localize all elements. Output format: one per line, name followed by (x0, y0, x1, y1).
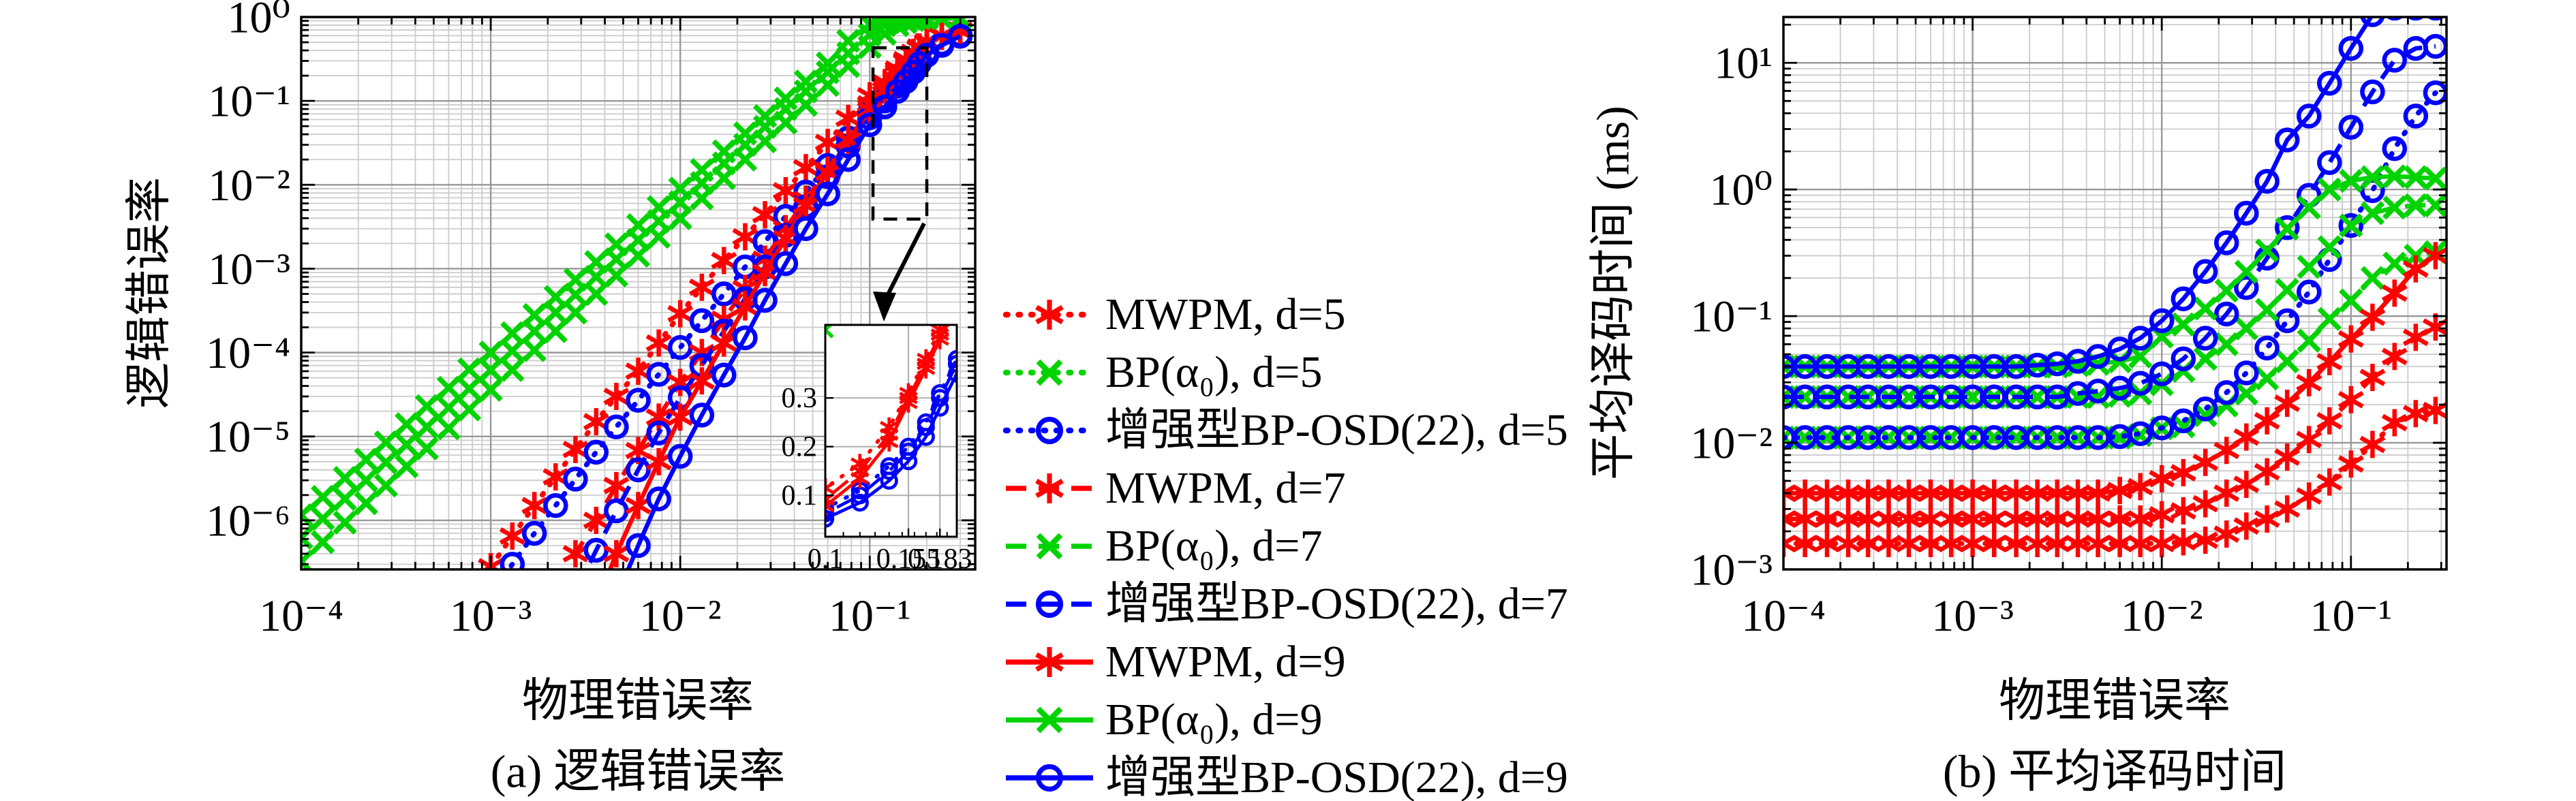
right-x-axis-label: 物理错误率 (1998, 674, 2231, 727)
caption-a: (a) 逻辑错误率 (490, 745, 786, 798)
left-x-axis-label: 物理错误率 (521, 674, 754, 727)
series-mwpm-d9-inset (825, 325, 949, 516)
svg-text:0.1: 0.1 (782, 480, 818, 512)
svg-text:10⁻³: 10⁻³ (1690, 545, 1773, 595)
legend-marker-osd-d7 (1006, 590, 1093, 618)
series-mwpm-d5 (478, 17, 973, 569)
svg-text:10⁻⁶: 10⁻⁶ (206, 496, 290, 546)
svg-text:0.3: 0.3 (782, 383, 818, 414)
legend-marker-mwpm-d5 (1002, 300, 1097, 330)
zoom-arrow-line (883, 222, 926, 301)
right-plot-series (1783, 17, 2447, 558)
svg-text:10⁻⁴: 10⁻⁴ (259, 591, 343, 641)
legend-marker-mwpm-d9 (1006, 647, 1093, 677)
svg-text:10⁻²: 10⁻² (639, 591, 722, 641)
svg-text:10⁻¹: 10⁻¹ (208, 77, 290, 127)
zoom-region-rect (871, 46, 929, 221)
axes-frame (300, 16, 977, 571)
legend-marker-mwpm-d7 (1006, 473, 1093, 503)
legend-marker-osd-d9 (1006, 764, 1093, 792)
svg-text:10⁻¹: 10⁻¹ (1690, 292, 1773, 342)
svg-text:10⁻²: 10⁻² (1690, 419, 1773, 469)
right-y-axis-label: 平均译码时间 (ms) (1586, 106, 1639, 480)
tick-labels: 10⁻⁴ 10⁻³ 10⁻² 10⁻¹ 10⁰ 10⁻¹ 10⁻² 10⁻³ 10⁻⁴ 10⁻⁵ 1… (206, 0, 910, 641)
series-osd-d9 (1783, 17, 2444, 379)
zoom-arrow-head (873, 292, 896, 321)
left-plot-series (301, 17, 973, 569)
axes-frame (1782, 16, 2448, 571)
series-osd-d5 (1783, 80, 2447, 450)
legend-marker-osd-d5 (1002, 416, 1097, 445)
svg-text:0.183: 0.183 (908, 544, 972, 575)
svg-text:10⁻⁴: 10⁻⁴ (206, 328, 290, 378)
svg-text:10⁰: 10⁰ (228, 0, 290, 42)
legend-marker-bp-d5 (1002, 359, 1097, 386)
svg-text:10⁻³: 10⁻³ (1931, 591, 2014, 641)
svg-text:0.2: 0.2 (782, 432, 818, 463)
svg-text:10⁻³: 10⁻³ (450, 591, 532, 641)
series-bp-d9 (301, 17, 972, 528)
inset-series (825, 325, 957, 528)
svg-text:10⁻²: 10⁻² (208, 161, 290, 210)
svg-text:10⁰: 10⁰ (1710, 166, 1773, 215)
svg-text:10⁻²: 10⁻² (2121, 591, 2203, 641)
legend-markers (1002, 300, 1097, 792)
legend-marker-bp-d9 (1006, 706, 1093, 734)
svg-text:10⁻¹: 10⁻¹ (2310, 591, 2392, 641)
legend-marker-bp-d7 (1006, 533, 1093, 560)
series-bp-d5-inset (825, 325, 834, 339)
caption-b: (b) 平均译码时间 (1942, 745, 2287, 798)
svg-text:10¹: 10¹ (1714, 39, 1773, 89)
svg-text:10⁻⁴: 10⁻⁴ (1741, 591, 1826, 641)
svg-text:10⁻⁵: 10⁻⁵ (206, 412, 290, 462)
inset-frame (824, 324, 958, 538)
svg-text:0.155: 0.155 (876, 544, 941, 575)
series-mwpm-d5 (1783, 396, 2447, 558)
left-y-axis-label: 逻辑错误率 (123, 176, 175, 409)
series-osd-d9 (626, 23, 973, 569)
svg-text:10⁻³: 10⁻³ (208, 245, 290, 294)
series-mwpm-d9 (1783, 242, 2447, 507)
series-osd-d9-inset (825, 364, 957, 528)
svg-text:10⁻¹: 10⁻¹ (829, 591, 911, 641)
left-plot: 10⁻⁴ 10⁻³ 10⁻² 10⁻¹ 10⁰ 10⁻¹ 10⁻² 10⁻³ 10⁻⁴ 10⁻⁵ 1… (206, 0, 977, 641)
zoom-annotation (871, 46, 929, 321)
svg-text:0.1: 0.1 (808, 544, 844, 575)
series-mwpm-d7 (1783, 313, 2447, 533)
